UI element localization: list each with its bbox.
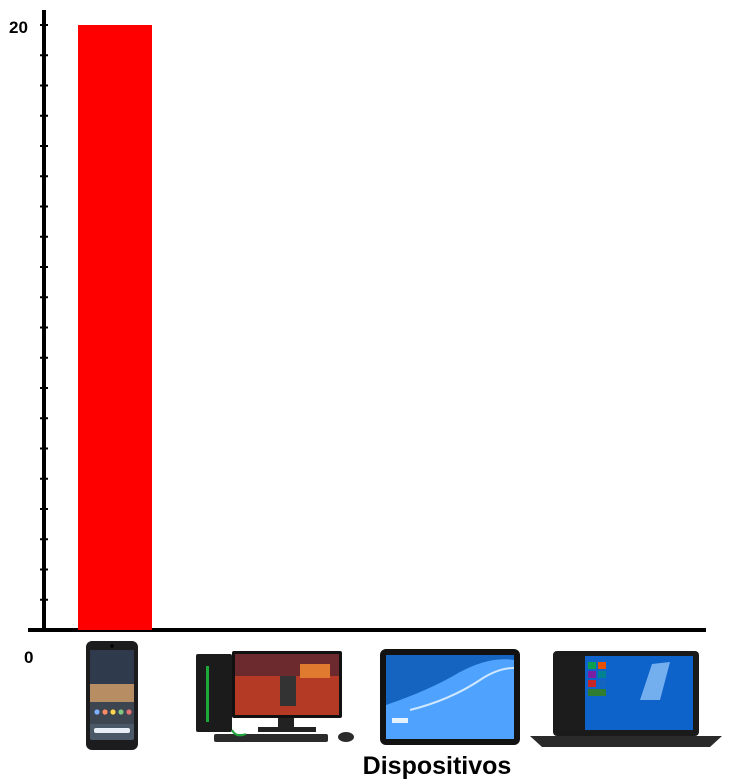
bar-smartphone <box>78 25 152 630</box>
smartphone-icon <box>86 641 138 750</box>
laptop-icon <box>530 651 722 747</box>
y-tick-label-min: 0 <box>24 648 33 667</box>
desktop-pc-icon <box>196 651 354 742</box>
y-tick-label-max: 20 <box>9 18 28 37</box>
tablet-icon <box>380 649 520 745</box>
x-axis-title: Dispositivos <box>363 752 512 780</box>
